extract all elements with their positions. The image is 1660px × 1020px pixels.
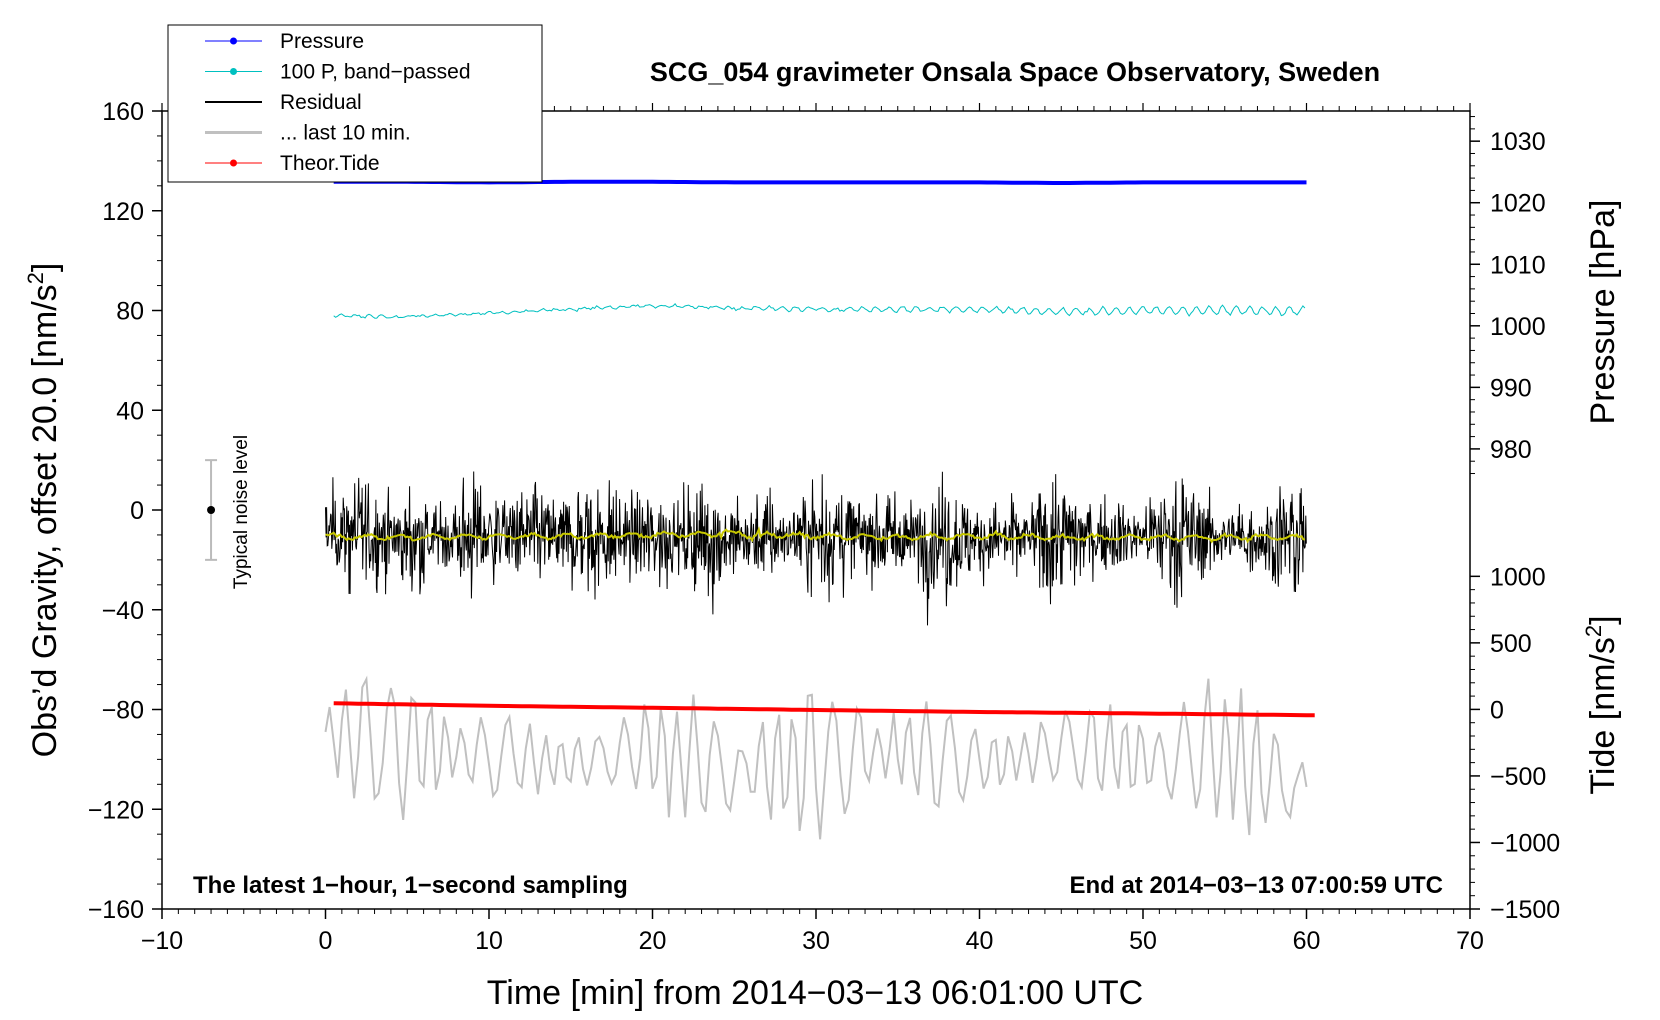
y-axis-tide: 1000 500 0 −500 −1000 −1500: [1470, 563, 1560, 924]
annotation-bottom-left: The latest 1−hour, 1−second sampling: [193, 872, 628, 899]
legend-label: ... last 10 min.: [280, 122, 411, 145]
y-tick-label: −80: [102, 697, 144, 725]
legend-label: Residual: [280, 91, 362, 114]
tide-tick-label: 500: [1490, 630, 1532, 658]
tide-tick-label: 1000: [1490, 563, 1546, 591]
x-tick-label: 20: [639, 927, 667, 955]
pressure-tick-label: 1000: [1490, 313, 1546, 341]
pressure-tick-label: 1010: [1490, 251, 1546, 279]
annotation-bottom-right: End at 2014−03−13 07:00:59 UTC: [1069, 872, 1443, 899]
tide-tick-label: −1000: [1490, 829, 1560, 857]
y-tick-label: 0: [130, 497, 144, 525]
y-tick-label: 40: [116, 397, 144, 425]
pressure-tick-label: 980: [1490, 436, 1532, 464]
x-axis: −10 0 10 20 30 40 50 60 70: [141, 103, 1484, 955]
series-last-10-min: [324, 675, 1308, 840]
legend-marker: [230, 68, 237, 75]
y-tick-label: 120: [102, 198, 144, 226]
y-tick-label: −120: [88, 796, 144, 824]
legend-label: Pressure: [280, 30, 364, 53]
series-residual-smoothed: [325, 526, 1306, 544]
x-tick-label: 0: [319, 927, 333, 955]
x-tick-label: 70: [1456, 927, 1484, 955]
noise-center-dot: [207, 506, 216, 514]
noise-indicator-label: Typical noise level: [231, 435, 252, 589]
y-axis-pressure: 1030 1020 1010 1000 990 980: [1470, 116, 1546, 475]
x-tick-label: 40: [966, 927, 994, 955]
legend-box: [167, 24, 543, 183]
pressure-tick-label: 990: [1490, 374, 1532, 402]
tide-tick-label: −500: [1490, 763, 1546, 791]
pressure-tick-label: 1020: [1490, 190, 1546, 218]
tide-tick-label: 0: [1490, 696, 1504, 724]
series-band-passed-pressure: [333, 303, 1306, 319]
legend-label: 100 P, band−passed: [280, 61, 471, 84]
y-tick-label: −40: [102, 597, 144, 625]
tide-axis-label: Tide [nm/s2]: [1581, 615, 1622, 794]
x-tick-label: 10: [475, 927, 503, 955]
legend-label: Theor.Tide: [280, 152, 380, 175]
legend-marker: [230, 159, 237, 167]
y-tick-label: 80: [116, 298, 144, 326]
x-tick-label: 30: [802, 927, 830, 955]
y-axis-left: 160 120 80 40 0 −40 −80 −120 −160: [88, 98, 162, 924]
pressure-tick-label: 1030: [1490, 128, 1546, 156]
x-tick-label: −10: [141, 927, 183, 955]
legend-marker: [230, 37, 237, 45]
y-tick-label: 160: [102, 98, 144, 126]
x-tick-label: 60: [1293, 927, 1321, 955]
noise-indicator: [205, 459, 218, 561]
tide-tick-label: −1500: [1490, 896, 1560, 924]
x-axis-label: Time [min] from 2014−03−13 06:01:00 UTC: [487, 974, 1143, 1012]
y-tick-label: −160: [88, 896, 144, 924]
chart-title: SCG_054 gravimeter Onsala Space Observat…: [650, 57, 1380, 87]
pressure-axis-label: Pressure [hPa]: [1584, 200, 1622, 425]
y-axis-left-label: Obs’d Gravity, offset 20.0 [nm/s2]: [23, 263, 64, 758]
legend: Pressure 100 P, band−passed Residual ... la…: [167, 24, 543, 183]
series-theor-tide: [333, 701, 1315, 718]
x-tick-label: 50: [1129, 927, 1157, 955]
